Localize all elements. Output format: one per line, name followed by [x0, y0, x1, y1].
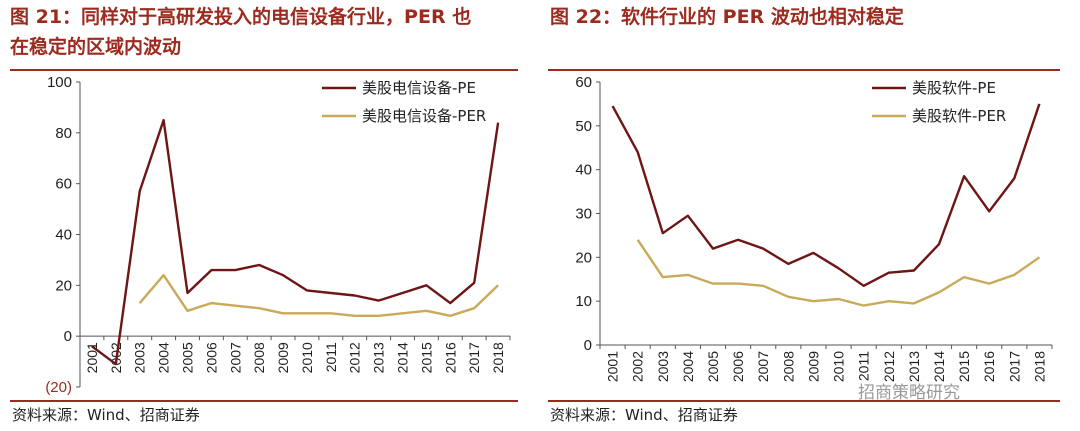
- right-y-tick-label: 60: [575, 74, 592, 91]
- left-title-rule: [10, 69, 518, 71]
- right-x-tick-label: 2011: [856, 351, 872, 381]
- left-x-tick-label: 2018: [490, 342, 506, 373]
- left-series-pe-line: [91, 118, 500, 366]
- left-x-tick-label: 2017: [466, 342, 482, 373]
- left-y-tick-label: 0: [64, 328, 72, 345]
- right-x-tick-label: 2009: [805, 351, 821, 382]
- left-x-tick-label: 2006: [203, 342, 219, 373]
- right-x-tick-label: 2018: [1031, 351, 1047, 382]
- right-chart-title: 图 22：软件行业的 PER 波动也相对稳定: [550, 2, 904, 32]
- right-y-tick-label: 10: [575, 293, 592, 310]
- right-x-tick-label: 2007: [755, 351, 771, 382]
- right-x-tick-label: 2012: [881, 351, 897, 382]
- right-y-tick-label: 20: [575, 249, 592, 266]
- right-x-tick-label: 2002: [630, 351, 646, 382]
- left-y-tick-label: 60: [55, 176, 72, 193]
- left-x-tick-label: 2011: [323, 342, 339, 372]
- left-x-tick-label: 2007: [227, 342, 243, 373]
- right-y-tick-label: 0: [584, 337, 592, 354]
- right-x-tick-label: 2003: [655, 351, 671, 382]
- right-bottom-rule: [548, 400, 1060, 402]
- right-legend-label: 美股软件-PER: [912, 107, 1006, 125]
- right-x-tick-label: 2014: [931, 351, 947, 382]
- right-x-tick-label: 2016: [981, 351, 997, 382]
- left-y-tick-label: 40: [55, 227, 72, 244]
- right-legend-label: 美股软件-PE: [912, 79, 996, 97]
- left-y-tick-label: (20): [45, 379, 72, 396]
- left-x-tick-label: 2010: [299, 342, 315, 373]
- right-x-tick-label: 2001: [605, 351, 621, 382]
- left-x-tick-label: 2005: [180, 342, 196, 373]
- watermark-text: 招商策略研究: [858, 383, 960, 403]
- left-x-tick-label: 2015: [418, 342, 434, 373]
- right-x-tick-label: 2017: [1006, 351, 1022, 382]
- right-source-note: 资料来源：Wind、招商证券: [550, 406, 738, 424]
- right-x-tick-label: 2008: [780, 351, 796, 382]
- right-title-rule: [548, 69, 1060, 71]
- left-legend-label: 美股电信设备-PE: [362, 79, 476, 97]
- right-x-tick-label: 2010: [831, 351, 847, 382]
- left-x-tick-label: 2009: [275, 342, 291, 373]
- left-x-tick-label: 2016: [442, 342, 458, 373]
- right-chart-title-line1: 图 22：软件行业的 PER 波动也相对稳定: [550, 6, 904, 28]
- right-y-tick-label: 40: [575, 162, 592, 179]
- left-series-per-line: [138, 274, 499, 317]
- right-x-tick-label: 2005: [705, 351, 721, 382]
- left-chart-title-line1: 图 21：同样对于高研发投入的电信设备行业，PER 也: [10, 6, 472, 28]
- left-x-tick-label: 2012: [347, 342, 363, 373]
- left-x-tick-label: 2008: [251, 342, 267, 373]
- left-bottom-rule: [10, 400, 518, 402]
- left-source-note: 资料来源：Wind、招商证券: [12, 406, 200, 424]
- right-x-tick-label: 2015: [956, 351, 972, 382]
- right-x-tick-label: 2004: [680, 351, 696, 382]
- left-x-tick-label: 2014: [395, 342, 411, 373]
- left-y-tick-label: 80: [55, 125, 72, 142]
- left-x-tick-label: 2013: [371, 342, 387, 373]
- right-x-tick-label: 2006: [730, 351, 746, 382]
- left-y-tick-label: 20: [55, 277, 72, 294]
- left-y-tick-label: 100: [47, 74, 72, 91]
- right-x-tick-label: 2013: [906, 351, 922, 382]
- right-y-tick-label: 30: [575, 206, 592, 223]
- left-x-tick-label: 2004: [156, 342, 172, 373]
- right-series-per-line: [636, 239, 1041, 307]
- left-legend-label: 美股电信设备-PER: [362, 107, 486, 125]
- right-y-tick-label: 50: [575, 118, 592, 135]
- left-chart-title-line2: 在稳定的区域内波动: [10, 36, 182, 58]
- left-chart-title: 图 21：同样对于高研发投入的电信设备行业，PER 也 在稳定的区域内波动: [10, 2, 471, 62]
- left-x-tick-label: 2003: [132, 342, 148, 373]
- right-series-pe-line: [611, 103, 1041, 287]
